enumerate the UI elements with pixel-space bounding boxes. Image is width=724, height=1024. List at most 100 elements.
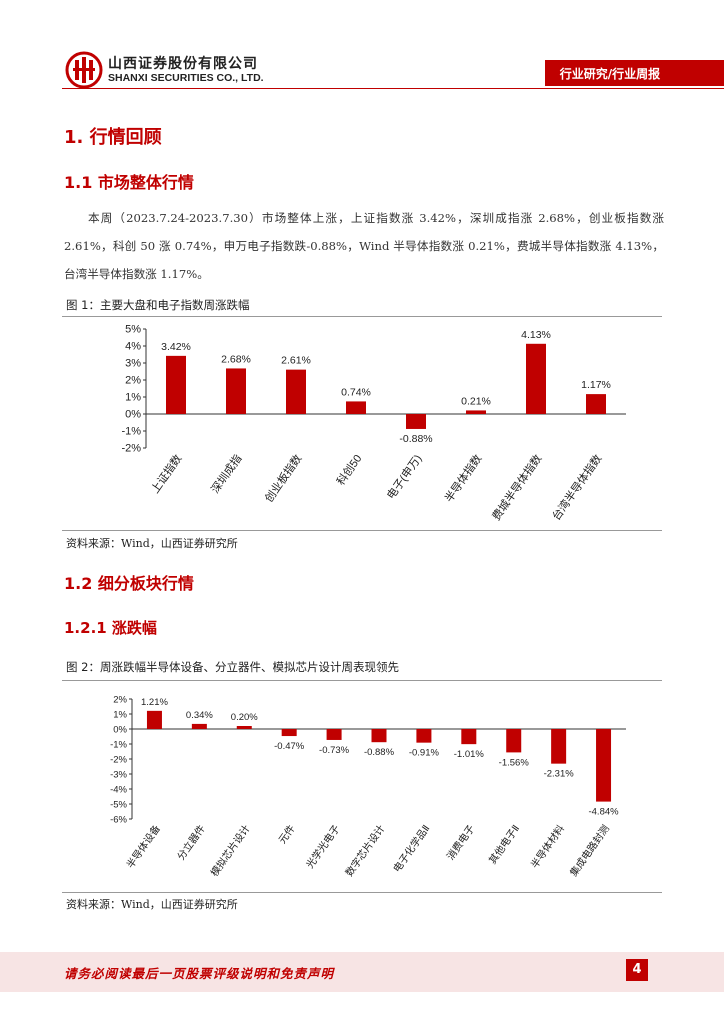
category-label: 集成电路封测 [567,822,612,879]
header-band [675,62,724,86]
bar [286,369,306,414]
figure-1-bottom-rule [62,530,662,531]
data-label: 1.21% [141,697,168,708]
data-label: 3.42% [161,341,191,353]
category-label: 数字芯片设计 [342,822,387,879]
y-tick-label: 5% [125,324,141,336]
data-label: -0.73% [319,745,350,756]
category-label: 深圳成指 [208,452,245,496]
figure-2-title: 图 2：周涨跌幅半导体设备、分立器件、模拟芯片设计周表现领先 [66,660,399,674]
company-name-cn: 山西证券股份有限公司 [108,56,258,72]
category-label: 台湾半导体指数 [549,452,605,523]
category-label: 元件 [276,823,297,846]
y-tick-label: 0% [125,409,141,421]
data-label: 4.13% [521,329,551,341]
figure-2-top-rule [62,680,662,681]
bar [461,729,477,745]
y-tick-label: 3% [125,358,141,370]
bar [326,729,342,740]
figure-1-chart: 5% 4% 3% 2% 1% 0% -1% -2% 3.42% 上证指数 2.68% 深圳成指 2.61… [121,324,626,523]
bar [526,343,546,414]
page-header: 山西证券股份有限公司 SHANXI SECURITIES CO., LTD. 行… [0,0,724,100]
company-logo-icon [65,51,103,89]
y-tick-label: -2% [110,755,127,766]
y-tick-label: 4% [125,341,141,353]
company-name-en: SHANXI SECURITIES CO., LTD. [108,72,264,84]
doc-type-badge: 行业研究/行业周报 [545,62,675,86]
bar [551,729,567,764]
y-tick-label: 2% [113,695,127,706]
header-rule [545,60,724,62]
y-tick-label: -1% [110,740,127,751]
data-label: 0.34% [186,710,213,721]
section-1-title: 1. 行情回顾 [64,127,162,148]
y-tick-label: -6% [110,815,127,826]
bar [236,726,252,729]
category-label: 电子化学品Ⅱ [390,822,432,874]
page-number: 4 [626,959,648,981]
data-label: -4.84% [588,807,619,818]
y-tick-label: -1% [121,426,141,438]
y-tick-label: -3% [110,770,127,781]
section-1-2-1-title: 1.2.1 涨跌幅 [64,619,157,637]
y-tick-label: -2% [121,443,141,455]
y-tick-label: 0% [113,725,127,736]
category-label: 半导体材料 [528,822,567,870]
figure-1-title: 图 1：主要大盘和电子指数周涨跌幅 [66,298,250,312]
data-label: 2.68% [221,353,251,365]
y-tick-label: 1% [113,710,127,721]
bar [166,355,186,414]
category-label: 费城半导体指数 [489,452,545,523]
y-tick-label: 1% [125,392,141,404]
y-tick-label: -4% [110,785,127,796]
bar [466,410,486,414]
bar [191,723,207,729]
figure-1-top-rule [62,316,662,317]
y-tick-label: 2% [125,375,141,387]
bar [416,729,432,743]
bar [226,368,246,414]
data-label: 2.61% [281,355,311,367]
category-label: 消费电子 [444,822,478,862]
bar [146,710,162,729]
category-label: 电子(申万) [384,452,424,502]
figure-2-chart: 2% 1% 0% -1% -2% -3% -4% -5% -6% 1.21% 半导体设备 0.34% 分… [110,695,626,879]
section-1-2-title: 1.2 细分板块行情 [64,574,194,593]
bar [346,401,366,414]
data-label: 0.20% [231,712,258,723]
figure-1-source: 资料来源：Wind，山西证券研究所 [66,537,238,550]
data-label: -0.88% [399,433,432,445]
footer-disclaimer: 请务必阅读最后一页股票评级说明和免责声明 [64,966,335,981]
category-label: 创业板指数 [261,452,304,505]
category-label: 上证指数 [148,452,185,496]
data-label: 0.21% [461,395,491,407]
category-label: 光学光电子 [303,822,342,870]
data-label: 1.17% [581,379,611,391]
bar [506,729,522,753]
bar [371,729,387,743]
data-label: 0.74% [341,386,371,398]
bar [281,729,297,737]
bar [596,729,612,802]
data-label: -0.91% [409,748,440,759]
bar [406,414,426,429]
footer-band [0,952,724,992]
data-label: -0.47% [274,741,305,752]
data-label: -1.01% [454,749,485,760]
header-underline [62,88,724,89]
figure-2-source: 资料来源：Wind，山西证券研究所 [66,898,238,911]
category-label: 科创50 [333,452,364,488]
category-label: 分立器件 [174,822,208,862]
figure-2-bottom-rule [62,892,662,893]
section-1-1-paragraph: 本周（2023.7.24-2023.7.30）市场整体上涨，上证指数涨 3.42… [64,211,664,281]
category-label: 模拟芯片设计 [208,822,253,879]
data-label: -2.31% [544,769,575,780]
section-1-1-title: 1.1 市场整体行情 [64,173,194,192]
bar [586,394,606,414]
category-label: 其他电子Ⅱ [486,822,522,866]
category-label: 半导体设备 [124,822,163,870]
y-tick-label: -5% [110,800,127,811]
category-label: 半导体指数 [441,452,484,505]
data-label: -0.88% [364,747,395,758]
data-label: -1.56% [499,757,530,768]
